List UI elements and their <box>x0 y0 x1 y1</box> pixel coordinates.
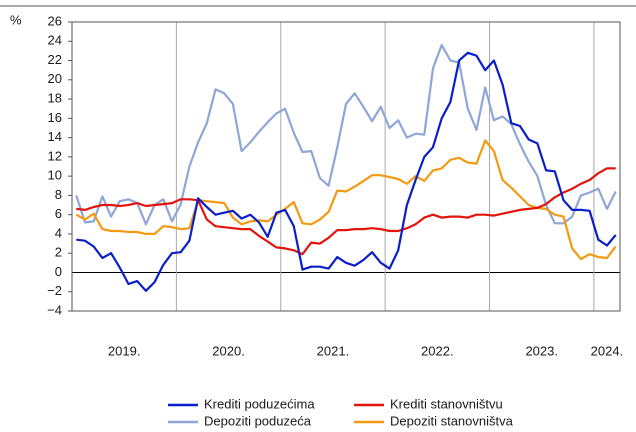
y-tick-label: 0 <box>55 264 62 279</box>
plot-frame <box>71 21 621 312</box>
series-line <box>75 44 617 226</box>
legend-label: Depoziti poduzeća <box>204 413 312 428</box>
y-tick-label: 26 <box>48 13 62 28</box>
series-line <box>76 51 617 292</box>
legend-label: Krediti poduzećima <box>204 396 315 411</box>
series-line <box>75 139 617 261</box>
y-tick-label: 10 <box>48 168 62 183</box>
y-tick-label: 14 <box>48 129 62 144</box>
x-year-label: 2022. <box>421 343 454 358</box>
legend-label: Depoziti stanovništva <box>390 413 514 428</box>
y-tick-label: −4 <box>47 302 62 317</box>
y-tick-label: 22 <box>48 52 62 67</box>
y-tick-label: 24 <box>48 33 62 48</box>
y-tick-label: 6 <box>55 206 62 221</box>
x-year-label: 2019. <box>108 343 141 358</box>
y-tick-label: −2 <box>47 283 62 298</box>
y-tick-label: 12 <box>48 148 62 163</box>
y-tick-label: 4 <box>55 225 62 240</box>
x-year-label: 2021. <box>317 343 350 358</box>
x-year-label: 2023. <box>525 343 558 358</box>
x-year-label: 2024. <box>591 343 624 358</box>
y-tick-label: 8 <box>55 187 62 202</box>
y-tick-label: 16 <box>48 110 62 125</box>
y-tick-label: 18 <box>48 91 62 106</box>
y-tick-label: 20 <box>48 71 62 86</box>
legend-label: Krediti stanovništvu <box>390 396 503 411</box>
y-unit: % <box>10 12 22 27</box>
x-year-label: 2020. <box>212 343 245 358</box>
y-tick-label: 2 <box>55 245 62 260</box>
series-line <box>76 167 616 256</box>
